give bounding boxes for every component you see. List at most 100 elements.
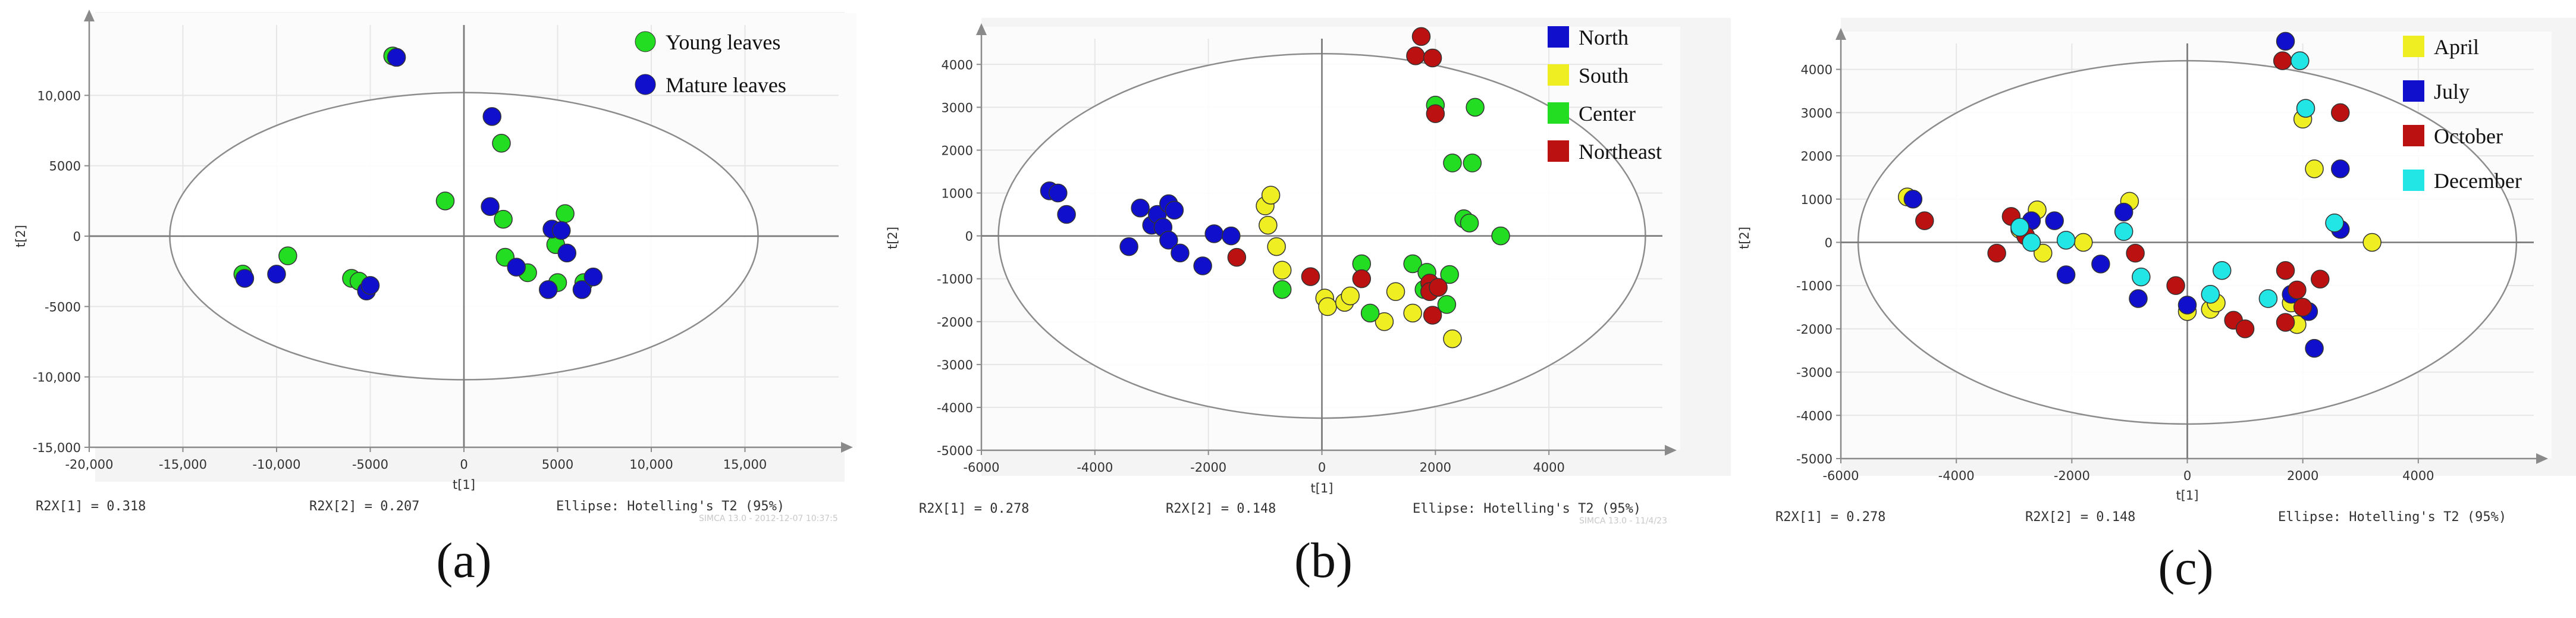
legend-marker xyxy=(2403,170,2424,191)
x-tick-label: 0 xyxy=(1318,460,1326,475)
scatter-point xyxy=(2091,255,2110,274)
scatter-point xyxy=(507,258,526,277)
x-tick-label: -15,000 xyxy=(159,457,207,472)
y-tick-label: -5000 xyxy=(45,300,81,314)
scatter-point xyxy=(1466,98,1485,117)
legend-label: July xyxy=(2434,80,2470,103)
scatter-point xyxy=(556,204,575,223)
y-tick-label: 10,000 xyxy=(37,89,81,103)
panel-label: (c) xyxy=(2158,540,2213,595)
scatter-point xyxy=(2296,99,2315,118)
scatter-point xyxy=(1375,312,1394,331)
y-tick-label: 3000 xyxy=(1801,106,1833,120)
y-tick-label: -15,000 xyxy=(33,441,81,455)
x-tick-label: 4000 xyxy=(1533,460,1564,475)
r2x1-label: R2X[1] = 0.318 xyxy=(36,499,146,514)
legend-label: North xyxy=(1579,26,1629,49)
scatter-point xyxy=(1403,303,1422,323)
scatter-point xyxy=(2022,233,2041,252)
scatter-point xyxy=(2235,319,2255,338)
y-tick-label: -5000 xyxy=(1796,452,1833,466)
scatter-point xyxy=(1227,247,1247,267)
legend-marker xyxy=(1548,102,1569,124)
scatter-point xyxy=(557,243,576,263)
scatter-point xyxy=(1259,215,1278,235)
scatter-point xyxy=(1360,303,1380,323)
legend-marker xyxy=(2403,36,2424,57)
r2x1-label: R2X[1] = 0.278 xyxy=(1775,510,1885,525)
scatter-point xyxy=(2132,267,2151,287)
scatter-point xyxy=(2010,218,2029,237)
x-tick-label: 15,000 xyxy=(723,457,767,472)
y-tick-label: 1000 xyxy=(942,187,973,201)
ellipse-label: Ellipse: Hotelling's T2 (95%) xyxy=(556,499,785,514)
panel-label: (b) xyxy=(1294,533,1353,588)
legend-marker xyxy=(1548,64,1569,86)
scatter-point xyxy=(2293,297,2313,317)
scatter-point xyxy=(2074,233,2093,252)
scatter-point xyxy=(2034,243,2053,263)
scatter-point xyxy=(2276,313,2295,332)
panel-a: -15,000 -10,000 -5000 0 5000 10,000 -20,000 -15… xyxy=(14,10,856,588)
x-axis-label: t[1] xyxy=(2176,488,2199,503)
y-tick-label: -10,000 xyxy=(33,371,81,385)
scatter-point xyxy=(1352,269,1372,288)
scatter-point xyxy=(435,192,455,211)
scatter-point xyxy=(2288,280,2307,300)
x-tick-label: -6000 xyxy=(1822,469,1859,483)
scatter-point xyxy=(552,221,571,240)
scatter-point xyxy=(1463,153,1482,172)
scatter-point xyxy=(2201,284,2220,304)
scatter-point xyxy=(1987,243,2006,263)
y-axis-label: t[2] xyxy=(14,225,28,247)
scatter-point xyxy=(1301,267,1320,286)
r2x1-label: R2X[1] = 0.278 xyxy=(919,501,1029,516)
r2x2-label: R2X[2] = 0.148 xyxy=(2025,510,2135,525)
x-axis-label: t[1] xyxy=(1311,481,1334,495)
x-axis-arrow xyxy=(1665,445,1677,456)
y-tick-label: 0 xyxy=(965,230,973,244)
ellipse-label: Ellipse: Hotelling's T2 (95%) xyxy=(1413,501,1641,516)
x-tick-label: 5000 xyxy=(542,457,573,472)
scatter-point xyxy=(1429,278,1448,297)
x-tick-label: 0 xyxy=(460,457,467,472)
scatter-point xyxy=(1261,186,1281,205)
scatter-point xyxy=(1426,104,1445,123)
scatter-point xyxy=(1272,280,1292,299)
legend-label: Mature leaves xyxy=(666,73,786,97)
y-tick-label: -3000 xyxy=(1796,366,1833,380)
y-axis-arrow xyxy=(976,23,987,35)
scatter-point xyxy=(1440,265,1459,284)
scatter-point xyxy=(1318,297,1337,316)
scatter-point xyxy=(2114,222,2133,241)
legend-label: Northeast xyxy=(1579,140,1662,164)
scatter-point xyxy=(2362,233,2382,252)
y-tick-label: -1000 xyxy=(1796,279,1833,293)
y-tick-label: 4000 xyxy=(1801,63,1833,77)
y-tick-label: 4000 xyxy=(942,58,973,72)
scatter-point xyxy=(1443,153,1462,172)
scatter-point xyxy=(482,107,501,126)
x-tick-label: -5000 xyxy=(352,457,388,472)
scatter-point xyxy=(2056,265,2076,284)
scatter-point xyxy=(1119,237,1138,256)
scatter-point xyxy=(1403,254,1422,274)
scatter-point xyxy=(2311,269,2330,289)
x-axis-label: t[1] xyxy=(453,478,475,492)
y-tick-label: 0 xyxy=(73,230,81,244)
scatter-point xyxy=(1386,282,1405,302)
y-tick-label: -4000 xyxy=(1796,409,1833,423)
x-tick-label: -6000 xyxy=(963,460,999,475)
scatter-point xyxy=(2276,261,2295,280)
legend-label: Center xyxy=(1579,102,1636,126)
x-tick-label: 2000 xyxy=(2287,469,2318,483)
scatter-point xyxy=(2331,103,2350,123)
y-tick-label: -4000 xyxy=(937,401,973,415)
scatter-point xyxy=(2291,51,2310,70)
x-tick-label: 0 xyxy=(2183,469,2191,483)
panel-b: -5000 -4000 -3000 -2000 -1000 0 1000 2000 3000 40… xyxy=(886,18,1731,588)
scatter-point xyxy=(235,269,255,288)
legend-label: October xyxy=(2434,124,2503,148)
x-tick-label: -4000 xyxy=(1938,469,1975,483)
scatter-point xyxy=(2114,202,2133,222)
